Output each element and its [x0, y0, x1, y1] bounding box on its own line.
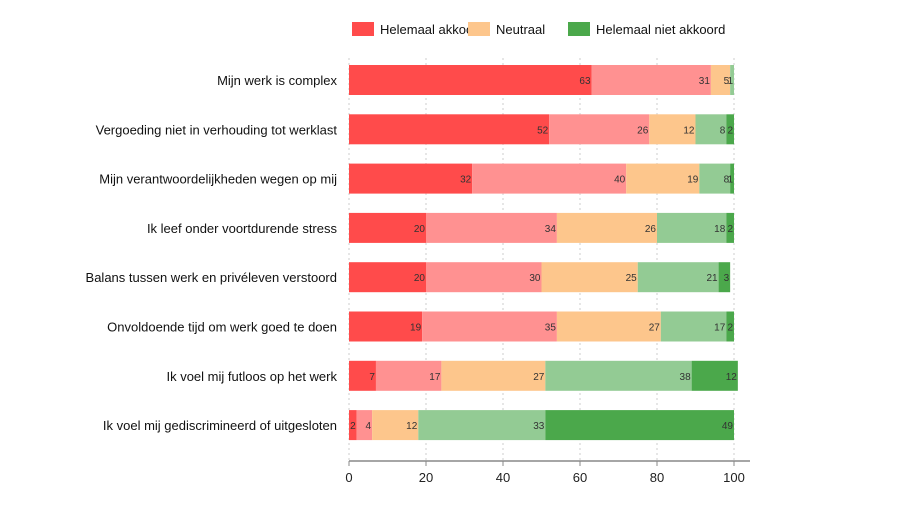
bar-segment: [626, 163, 700, 194]
data-label: 2: [727, 323, 733, 334]
data-label: 8: [720, 125, 726, 136]
data-label: 27: [533, 372, 545, 383]
x-tick-label: 20: [419, 470, 433, 485]
bar-segment: [349, 262, 426, 293]
bar-segment: [649, 114, 696, 145]
bar-segment: [699, 163, 731, 194]
data-label: 3: [724, 273, 730, 284]
bar-segment: [726, 311, 734, 342]
bar-segment: [556, 212, 657, 243]
data-label: 4: [366, 421, 372, 432]
category-label: Balans tussen werk en privéleven verstoo…: [86, 270, 337, 285]
bar-segment: [375, 360, 442, 391]
data-label: 33: [533, 421, 545, 432]
bar-segment: [441, 360, 546, 391]
bar-segment: [710, 65, 731, 95]
bar-segment: [349, 65, 592, 95]
bar-segment: [349, 410, 357, 441]
bar-segment: [718, 262, 731, 293]
data-label: 34: [545, 224, 557, 235]
data-label: 21: [706, 273, 718, 284]
legend-swatch: [568, 22, 590, 36]
x-tick-label: 40: [496, 470, 510, 485]
x-tick-label: 100: [723, 470, 745, 485]
bar-segment: [349, 163, 473, 194]
data-label: 12: [406, 421, 418, 432]
data-label: 27: [649, 323, 661, 334]
data-label: 26: [645, 224, 657, 235]
legend-label: Helemaal akkoord: [380, 22, 485, 37]
bar-segment: [637, 262, 719, 293]
data-label: 26: [637, 125, 649, 136]
data-label: 20: [414, 224, 426, 235]
category-label: Ik leef onder voortdurende stress: [147, 221, 338, 236]
x-tick-label: 0: [345, 470, 352, 485]
data-label: 8: [724, 175, 730, 186]
data-label: 19: [410, 323, 422, 334]
category-label: Onvoldoende tijd om werk goed te doen: [107, 320, 337, 335]
data-label: 25: [626, 273, 638, 284]
bar-segment: [422, 311, 557, 342]
data-label: 12: [683, 125, 695, 136]
data-label: 7: [369, 372, 375, 383]
category-label: Ik voel mij futloos op het werk: [166, 369, 337, 384]
data-label: 40: [614, 175, 626, 186]
bar-segment: [372, 410, 419, 441]
bar-segment: [726, 114, 734, 145]
data-label: 31: [699, 76, 711, 87]
category-label: Mijn verantwoordelijkheden wegen op mij: [99, 172, 337, 187]
data-label: 1: [727, 175, 733, 186]
category-label: Vergoeding niet in verhouding tot werkla…: [96, 122, 338, 137]
legend-swatch: [468, 22, 490, 36]
bar-segment: [726, 212, 734, 243]
bar-segment: [549, 114, 650, 145]
data-label: 49: [722, 421, 734, 432]
bar-segment: [591, 65, 711, 95]
bar-segment: [556, 311, 661, 342]
data-label: 38: [680, 372, 692, 383]
data-label: 2: [727, 224, 733, 235]
data-label: 52: [537, 125, 549, 136]
legend-label: Neutraal: [496, 22, 545, 37]
bar-segment: [418, 410, 546, 441]
bar-segment: [660, 311, 727, 342]
bar-segment: [472, 163, 627, 194]
bar-segment: [730, 163, 734, 194]
data-label: 17: [714, 323, 726, 334]
bar-segment: [349, 212, 426, 243]
bar-segment: [545, 360, 692, 391]
category-label: Mijn werk is complex: [217, 73, 337, 88]
bar-segment: [695, 114, 727, 145]
data-label: 35: [545, 323, 557, 334]
data-label: 30: [529, 273, 541, 284]
data-label: 2: [350, 421, 356, 432]
bar-segment: [426, 262, 542, 293]
data-label: 2: [727, 125, 733, 136]
bar-segment: [545, 410, 734, 441]
bar-segment: [426, 212, 557, 243]
data-label: 20: [414, 273, 426, 284]
bar-segment: [349, 114, 550, 145]
bar-segment: [730, 65, 734, 95]
data-label: 18: [714, 224, 726, 235]
bar-segment: [356, 410, 373, 441]
x-tick-label: 80: [650, 470, 664, 485]
bar-segment: [657, 212, 727, 243]
legend-label: Helemaal niet akkoord: [596, 22, 725, 37]
data-label: 17: [429, 372, 441, 383]
bar-segment: [691, 360, 738, 391]
category-label: Ik voel mij gediscrimineerd of uitgeslot…: [103, 418, 337, 433]
x-tick-label: 60: [573, 470, 587, 485]
data-label: 19: [687, 175, 699, 186]
data-label: 12: [726, 372, 738, 383]
data-label: 32: [460, 175, 472, 186]
bar-segment: [349, 311, 423, 342]
bar-segment: [349, 360, 376, 391]
data-label: 1: [727, 76, 733, 87]
legend-swatch: [352, 22, 374, 36]
bar-segment: [541, 262, 638, 293]
data-label: 63: [579, 76, 591, 87]
data-label: 5: [724, 76, 730, 87]
